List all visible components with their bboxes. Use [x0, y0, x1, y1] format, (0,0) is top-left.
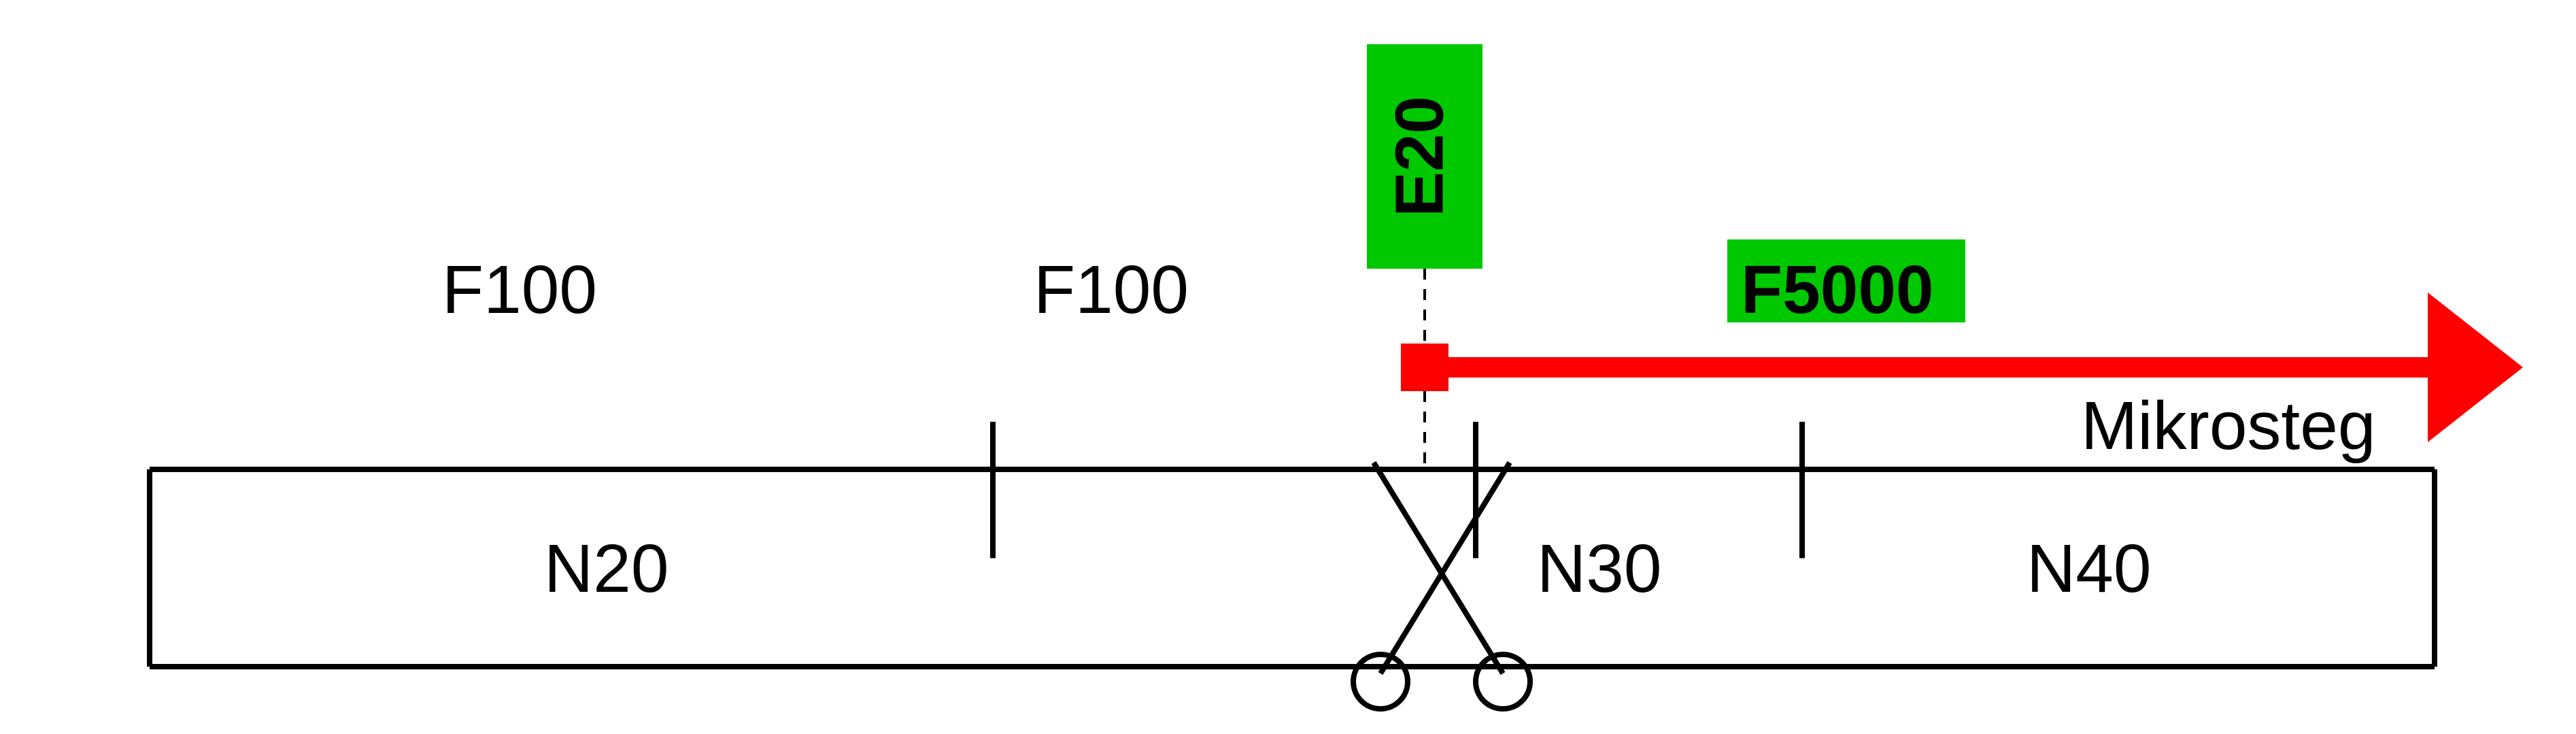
scissors-icon — [1380, 463, 1510, 673]
feed-label: F100 — [1034, 252, 1189, 328]
segment-label: N30 — [1537, 531, 1661, 607]
scissors-icon — [1353, 654, 1408, 709]
scissors-icon — [1374, 463, 1503, 673]
e20-label: E20 — [1381, 96, 1457, 217]
feed-label: F100 — [442, 252, 597, 328]
segment-label: N20 — [544, 531, 668, 607]
arrow-head-icon — [2428, 293, 2523, 442]
segment-label: N40 — [2027, 531, 2151, 607]
feed-label: F5000 — [1741, 252, 1934, 328]
mikrosteg-label: Mikrosteg — [2081, 388, 2375, 464]
scissors-icon — [1476, 654, 1530, 709]
